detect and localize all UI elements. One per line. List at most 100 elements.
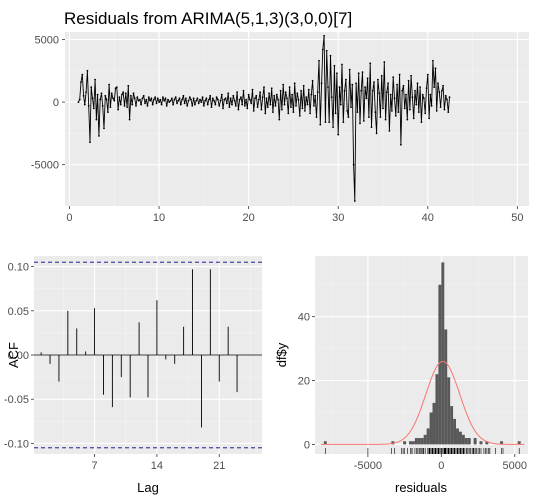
residual-point bbox=[419, 86, 421, 88]
residual-point bbox=[305, 96, 308, 98]
residual-point bbox=[365, 97, 368, 100]
residual-point bbox=[264, 112, 267, 115]
residual-point bbox=[446, 98, 448, 101]
residual-point bbox=[378, 92, 381, 95]
acf-axes: 7 14 21 -0.10 -0.05 0.00 0.05 0.10 bbox=[4, 262, 225, 472]
residual-point bbox=[82, 94, 85, 97]
residual-point bbox=[321, 48, 324, 51]
residual-point bbox=[432, 59, 434, 62]
residual-point bbox=[191, 105, 194, 107]
histogram-background bbox=[315, 256, 528, 454]
residual-point bbox=[443, 108, 446, 111]
residual-point bbox=[114, 87, 117, 90]
chart-title: Residuals from ARIMA(5,1,3)(3,0,0)[7] bbox=[64, 9, 352, 28]
histogram-bar bbox=[453, 418, 457, 445]
residual-point bbox=[325, 49, 328, 52]
histogram-bar bbox=[461, 434, 465, 445]
residual-point bbox=[424, 112, 427, 115]
residual-point bbox=[352, 163, 355, 166]
y-tick-label: -0.05 bbox=[4, 394, 29, 406]
residual-point bbox=[411, 96, 414, 98]
residual-point bbox=[155, 102, 158, 105]
residual-point bbox=[160, 103, 163, 106]
residual-point bbox=[370, 126, 373, 128]
residual-point bbox=[353, 200, 356, 202]
residual-point bbox=[388, 130, 391, 132]
residual-point bbox=[323, 34, 325, 37]
residual-point bbox=[218, 105, 221, 107]
residual-point bbox=[168, 101, 171, 103]
residual-point bbox=[132, 92, 135, 95]
residual-point bbox=[188, 96, 191, 98]
histogram-bar bbox=[458, 431, 462, 445]
residual-point bbox=[434, 67, 437, 70]
residual-point bbox=[204, 99, 207, 102]
residual-point bbox=[236, 91, 239, 93]
residual-point bbox=[293, 82, 296, 85]
residual-point bbox=[194, 103, 196, 106]
residual-point bbox=[292, 111, 295, 113]
residual-series-line bbox=[77, 34, 451, 202]
residual-point bbox=[320, 82, 323, 85]
x-tick-label: 0 bbox=[438, 460, 444, 472]
residual-point bbox=[351, 83, 354, 86]
residual-point bbox=[130, 94, 132, 97]
residual-point bbox=[265, 97, 268, 100]
residual-point bbox=[341, 63, 343, 66]
residual-point bbox=[223, 98, 226, 101]
residual-point bbox=[196, 97, 199, 100]
residual-point bbox=[269, 103, 272, 106]
residual-point bbox=[329, 54, 332, 57]
residual-point bbox=[324, 121, 327, 123]
histogram-bar bbox=[500, 441, 504, 445]
residual-point bbox=[316, 91, 319, 93]
residual-point bbox=[214, 103, 217, 106]
residual-point bbox=[284, 91, 287, 93]
residual-point bbox=[375, 132, 378, 135]
residual-point bbox=[115, 86, 118, 88]
residual-point bbox=[182, 94, 185, 97]
residual-point bbox=[366, 77, 369, 80]
y-tick-label: 0.00 bbox=[8, 350, 29, 362]
residual-point bbox=[429, 93, 432, 96]
residual-point bbox=[197, 102, 200, 105]
residual-point bbox=[190, 98, 192, 101]
residual-point bbox=[247, 93, 250, 96]
density-line bbox=[320, 360, 525, 445]
residual-point bbox=[442, 84, 444, 87]
residual-point bbox=[338, 86, 341, 88]
residual-point bbox=[377, 78, 379, 81]
residual-point bbox=[356, 111, 359, 113]
residual-point bbox=[215, 96, 218, 98]
residual-point bbox=[172, 103, 175, 106]
residual-point bbox=[315, 116, 318, 118]
residual-point bbox=[226, 102, 228, 105]
residual-point bbox=[81, 73, 84, 76]
residual-point bbox=[144, 102, 146, 105]
residual-point bbox=[251, 88, 254, 91]
residual-point bbox=[206, 103, 209, 106]
residual-point bbox=[393, 97, 396, 100]
residual-point bbox=[112, 97, 114, 100]
residual-point bbox=[420, 121, 423, 123]
residual-point bbox=[149, 99, 152, 102]
histogram-bar bbox=[441, 262, 445, 445]
residual-point bbox=[256, 106, 259, 108]
residual-point bbox=[357, 72, 360, 75]
histogram-bar bbox=[450, 406, 454, 445]
residual-point bbox=[176, 102, 178, 105]
y-tick-label: 0 bbox=[53, 97, 59, 109]
residual-point bbox=[359, 122, 361, 125]
residual-point bbox=[273, 94, 276, 97]
residual-point bbox=[205, 97, 208, 100]
residual-point bbox=[373, 81, 375, 83]
residual-point bbox=[231, 103, 233, 106]
residual-point bbox=[242, 89, 245, 92]
residual-point bbox=[237, 108, 240, 111]
histogram-bar bbox=[444, 329, 448, 445]
residual-point bbox=[283, 103, 286, 106]
residual-point bbox=[415, 103, 418, 106]
residual-point bbox=[219, 99, 222, 102]
residual-point bbox=[123, 105, 126, 107]
residual-point bbox=[343, 89, 346, 92]
